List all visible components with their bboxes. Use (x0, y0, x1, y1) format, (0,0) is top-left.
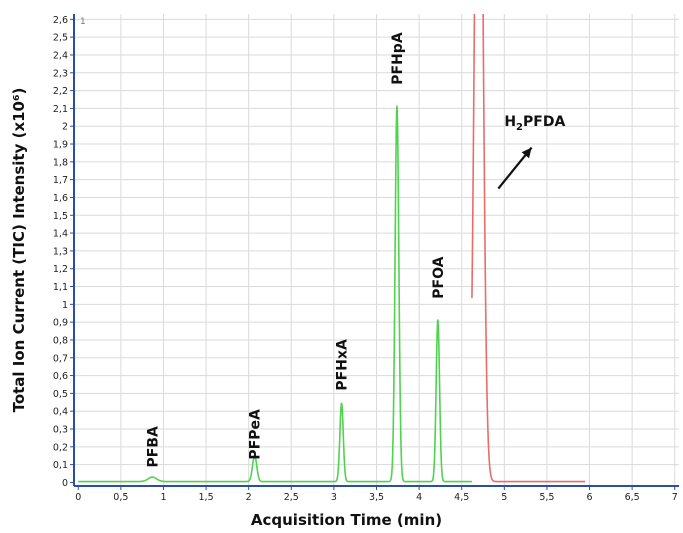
chromatogram-trace-2 (471, 14, 586, 483)
h2pfda-arrowhead (521, 147, 532, 159)
x-tick-label: 4,5 (454, 492, 469, 503)
peak-label: PFOA (431, 256, 447, 298)
y-tick-label: 2,3 (53, 68, 68, 79)
x-tick-label: 5 (501, 492, 507, 503)
y-tick-label: 1,2 (53, 264, 68, 275)
y-tick-label: 0,8 (53, 335, 68, 346)
x-tick-label: 1 (160, 492, 166, 503)
x-tick-label: 5,5 (539, 492, 554, 503)
y-tick-label: 2,5 (53, 33, 68, 44)
x-axis-title: Acquisition Time (min) (251, 511, 442, 529)
peak-label: PFBA (145, 426, 161, 467)
y-tick-label: 0,5 (53, 389, 68, 400)
tick-labels: 0 0,5 1 1,5 2 2,5 3 3,5 4 4,5 5 5,5 6 6,5 7 0 0,1 0,2 0,3 0… (53, 15, 678, 503)
y-tick-label: 0 (62, 478, 68, 489)
x-tick-label: 7 (672, 492, 678, 503)
y-axis-title: Total Ion Current (TIC) Intensity (x10⁶) (10, 88, 28, 413)
panel-label: 1 (80, 17, 86, 27)
x-tick-label: 6,5 (625, 492, 640, 503)
grid-lines (74, 14, 679, 486)
y-tick-label: 0,7 (53, 353, 68, 364)
series-traces (78, 14, 586, 483)
y-tick-label: 2,4 (53, 50, 68, 61)
x-tick-label: 3,5 (369, 492, 384, 503)
y-tick-label: 0,3 (53, 425, 68, 436)
x-tick-label: 1,5 (199, 492, 214, 503)
y-tick-label: 2,2 (53, 86, 68, 97)
x-tick-label: 4 (416, 492, 422, 503)
x-tick-label: 2 (246, 492, 252, 503)
y-tick-label: 2 (62, 122, 68, 133)
peak-label: PFHxA (335, 339, 351, 391)
peak-label: PFPeA (248, 409, 264, 460)
y-tick-label: 1,6 (53, 193, 68, 204)
peak-label: PFHpA (390, 32, 406, 85)
y-tick-label: 0,6 (53, 371, 68, 382)
x-tick-label: 0 (75, 492, 81, 503)
y-tick-label: 1,9 (53, 140, 68, 151)
peak-annotations: PFBA PFPeA PFHxA PFHpA PFOA H2PFDA (145, 32, 565, 467)
x-tick-label: 0,5 (113, 492, 128, 503)
y-tick-label: 1 (62, 300, 68, 311)
y-tick-label: 1,7 (53, 175, 68, 186)
y-tick-label: 1,4 (53, 229, 68, 240)
y-tick-label: 0,4 (53, 407, 68, 418)
y-tick-label: 2,6 (53, 15, 68, 26)
y-tick-label: 1,8 (53, 157, 68, 168)
x-tick-label: 2,5 (284, 492, 299, 503)
y-tick-label: 0,1 (53, 460, 68, 471)
y-tick-label: 1,5 (53, 211, 68, 222)
y-tick-label: 1,3 (53, 246, 68, 257)
h2pfda-label: H2PFDA (504, 114, 565, 133)
y-tick-label: 0,2 (53, 442, 68, 453)
x-tick-label: 3 (331, 492, 337, 503)
x-tick-label: 6 (587, 492, 593, 503)
y-tick-label: 2,1 (53, 104, 68, 115)
y-tick-label: 0,9 (53, 318, 68, 329)
y-tick-label: 1,1 (53, 282, 68, 293)
chromatogram-trace-1 (78, 105, 472, 483)
